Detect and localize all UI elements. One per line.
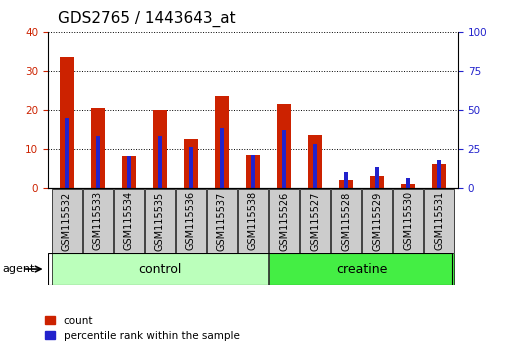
Bar bbox=[215, 96, 228, 188]
Bar bbox=[282, 130, 285, 188]
Bar bbox=[431, 164, 445, 188]
Bar bbox=[122, 156, 135, 188]
Bar bbox=[65, 118, 69, 188]
Bar bbox=[189, 147, 192, 188]
FancyBboxPatch shape bbox=[144, 189, 174, 253]
FancyBboxPatch shape bbox=[52, 189, 81, 253]
Bar bbox=[343, 172, 347, 188]
FancyBboxPatch shape bbox=[362, 189, 391, 253]
Bar bbox=[158, 136, 162, 188]
FancyBboxPatch shape bbox=[83, 189, 113, 253]
FancyBboxPatch shape bbox=[176, 189, 206, 253]
Bar bbox=[313, 144, 316, 188]
Bar bbox=[370, 176, 383, 188]
FancyBboxPatch shape bbox=[114, 189, 143, 253]
Text: agent: agent bbox=[3, 264, 35, 274]
Bar bbox=[400, 184, 415, 188]
Text: control: control bbox=[138, 263, 181, 275]
Bar bbox=[375, 167, 378, 188]
Text: GSM115534: GSM115534 bbox=[124, 191, 133, 251]
Bar bbox=[406, 178, 409, 188]
FancyBboxPatch shape bbox=[207, 189, 236, 253]
FancyBboxPatch shape bbox=[299, 189, 329, 253]
Text: GSM115529: GSM115529 bbox=[372, 191, 381, 251]
Bar bbox=[245, 154, 260, 188]
Text: GSM115531: GSM115531 bbox=[433, 191, 443, 251]
Text: GSM115530: GSM115530 bbox=[402, 191, 413, 251]
Text: creatine: creatine bbox=[335, 263, 387, 275]
Bar bbox=[277, 104, 290, 188]
Text: GSM115533: GSM115533 bbox=[92, 191, 103, 251]
Text: GSM115528: GSM115528 bbox=[340, 191, 350, 251]
Bar bbox=[436, 160, 440, 188]
Bar bbox=[183, 139, 197, 188]
Bar bbox=[338, 180, 352, 188]
Bar bbox=[220, 129, 223, 188]
FancyBboxPatch shape bbox=[269, 189, 298, 253]
Text: GDS2765 / 1443643_at: GDS2765 / 1443643_at bbox=[58, 11, 235, 27]
Bar bbox=[90, 108, 105, 188]
Legend: count, percentile rank within the sample: count, percentile rank within the sample bbox=[40, 312, 243, 345]
Text: GSM115527: GSM115527 bbox=[310, 191, 320, 251]
Text: GSM115532: GSM115532 bbox=[62, 191, 72, 251]
Bar bbox=[250, 155, 255, 188]
Text: GSM115538: GSM115538 bbox=[247, 191, 258, 251]
FancyBboxPatch shape bbox=[424, 189, 453, 253]
FancyBboxPatch shape bbox=[331, 189, 361, 253]
Text: GSM115536: GSM115536 bbox=[185, 191, 195, 251]
Text: GSM115526: GSM115526 bbox=[278, 191, 288, 251]
Text: GSM115535: GSM115535 bbox=[155, 191, 165, 251]
FancyBboxPatch shape bbox=[392, 189, 422, 253]
FancyBboxPatch shape bbox=[52, 253, 267, 285]
FancyBboxPatch shape bbox=[269, 253, 453, 285]
Bar bbox=[60, 57, 74, 188]
Bar bbox=[308, 135, 322, 188]
Bar bbox=[127, 156, 130, 188]
FancyBboxPatch shape bbox=[238, 189, 267, 253]
Text: GSM115537: GSM115537 bbox=[217, 191, 227, 251]
Bar bbox=[153, 110, 167, 188]
Bar bbox=[96, 136, 99, 188]
